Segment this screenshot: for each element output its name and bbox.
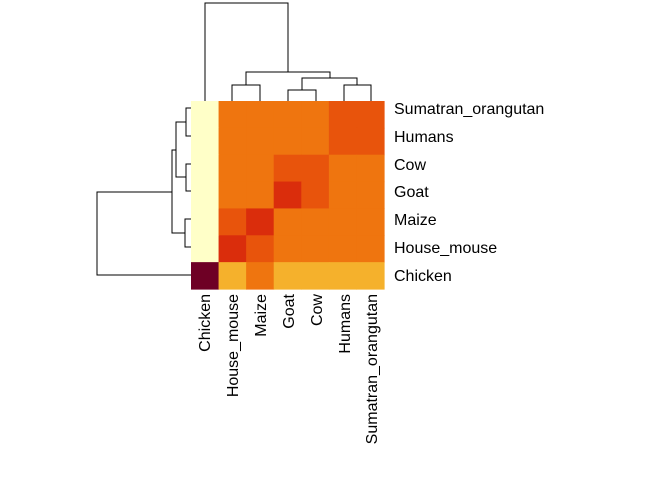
- col-label-goat: Goat: [281, 293, 298, 328]
- heatmap-cell-humans-cow: [301, 127, 330, 156]
- row-label-house-mouse: House_mouse: [394, 240, 497, 257]
- row-dendrogram: [96, 107, 191, 276]
- heatmap-cell-sumatran-orangutan-goat: [273, 101, 302, 129]
- heatmap-cell-sumatran-orangutan-house-mouse: [218, 101, 247, 129]
- heatmap-cells: [191, 101, 385, 290]
- heatmap-cell-chicken-goat: [273, 262, 302, 290]
- heatmap-cell-sumatran-orangutan-maize: [246, 101, 275, 129]
- row-dendro-link-root: [96, 191, 191, 276]
- heatmap-cell-cow-house-mouse: [218, 154, 247, 183]
- column-labels: Chicken House_mouse Maize Goat Cow Human…: [197, 293, 381, 444]
- row-dendro-link-apes-ruminants: [175, 121, 186, 178]
- heatmap-cell-goat-goat: [273, 181, 302, 210]
- row-dendro-link-maize-mouse: [184, 218, 191, 248]
- heatmap-cell-humans-goat: [273, 127, 302, 156]
- heatmap-cell-chicken-house-mouse: [218, 262, 247, 290]
- heatmap-cell-goat-cow: [301, 181, 330, 210]
- row-dendro-link-orangutan-humans: [185, 107, 191, 137]
- heatmap-cell-cow-maize: [246, 154, 275, 183]
- heatmap-cell-maize-cow: [301, 208, 330, 236]
- col-dendro-link-house-maize: [231, 84, 261, 101]
- heatmap-cell-cow-humans: [328, 154, 358, 183]
- heatmap-cell-house-mouse-chicken: [191, 235, 220, 263]
- heatmap-cell-sumatran-orangutan-humans: [328, 101, 358, 129]
- row-dendro-link-cow-goat: [185, 163, 191, 192]
- heatmap-cell-cow-sumatran-orangutan: [356, 154, 385, 183]
- col-dendro-link-goatcow-humans: [301, 77, 358, 90]
- heatmap-cell-maize-house-mouse: [218, 208, 247, 236]
- heatmap-cell-maize-maize: [246, 208, 275, 236]
- col-label-maize: Maize: [253, 294, 270, 337]
- heatmap-cell-sumatran-orangutan-sumatran-orangutan: [356, 101, 385, 129]
- heatmap-cell-cow-cow: [301, 154, 330, 183]
- heatmap-cell-house-mouse-house-mouse: [218, 235, 247, 263]
- heatmap-cell-chicken-chicken: [191, 262, 220, 290]
- heatmap-cell-house-mouse-humans: [328, 235, 358, 263]
- heatmap-cell-humans-sumatran-orangutan: [356, 127, 385, 156]
- heatmap-cell-maize-humans: [328, 208, 358, 236]
- col-label-sumatran-orangutan: Sumatran_orangutan: [364, 294, 381, 444]
- heatmap-cell-chicken-cow: [301, 262, 330, 290]
- heatmap-cell-goat-house-mouse: [218, 181, 247, 210]
- heatmap-cell-house-mouse-goat: [273, 235, 302, 263]
- col-dendro-link-goat-cow: [287, 89, 317, 101]
- heatmap-cell-chicken-sumatran-orangutan: [356, 262, 385, 290]
- row-label-cow: Cow: [394, 157, 426, 174]
- row-dendro-link-mammals: [171, 149, 185, 234]
- col-label-humans: Humans: [337, 294, 354, 354]
- heatmap-cell-humans-humans: [328, 127, 358, 156]
- heatmap-cell-maize-sumatran-orangutan: [356, 208, 385, 236]
- heatmap-cell-goat-sumatran-orangutan: [356, 181, 385, 210]
- col-label-chicken: Chicken: [197, 294, 214, 352]
- heatmap-cell-maize-chicken: [191, 208, 220, 236]
- heatmap-cell-goat-chicken: [191, 181, 220, 210]
- heatmap-cell-humans-maize: [246, 127, 275, 156]
- heatmap-cell-humans-chicken: [191, 127, 220, 156]
- heatmap-cell-chicken-humans: [328, 262, 358, 290]
- row-label-chicken: Chicken: [394, 268, 452, 285]
- row-label-maize: Maize: [394, 212, 437, 229]
- heatmap-cell-goat-maize: [246, 181, 275, 210]
- heatmap-cell-sumatran-orangutan-cow: [301, 101, 330, 129]
- heatmap-cell-cow-goat: [273, 154, 302, 183]
- row-label-humans: Humans: [394, 129, 454, 146]
- heatmap-cell-house-mouse-cow: [301, 235, 330, 263]
- row-labels: Sumatran_orangutan Humans Cow Goat Maize…: [394, 101, 544, 285]
- heatmap-cell-sumatran-orangutan-chicken: [191, 101, 220, 129]
- heatmap-cell-house-mouse-maize: [246, 235, 275, 263]
- heatmap-cell-cow-chicken: [191, 154, 220, 183]
- heatmap-cell-goat-humans: [328, 181, 358, 210]
- col-label-house-mouse: House_mouse: [225, 294, 242, 397]
- heatmap-cell-humans-house-mouse: [218, 127, 247, 156]
- heatmap-cell-chicken-maize: [246, 262, 275, 290]
- heatmap-cell-house-mouse-sumatran-orangutan: [356, 235, 385, 263]
- heatmap-cell-maize-goat: [273, 208, 302, 236]
- col-label-cow: Cow: [309, 294, 326, 326]
- col-dendro-link-humans-orangutan: [343, 84, 372, 101]
- row-label-sumatran-orangutan: Sumatran_orangutan: [394, 101, 544, 118]
- column-dendrogram: [204, 2, 372, 101]
- col-dendro-link-root: [204, 2, 289, 101]
- row-label-goat: Goat: [394, 184, 429, 201]
